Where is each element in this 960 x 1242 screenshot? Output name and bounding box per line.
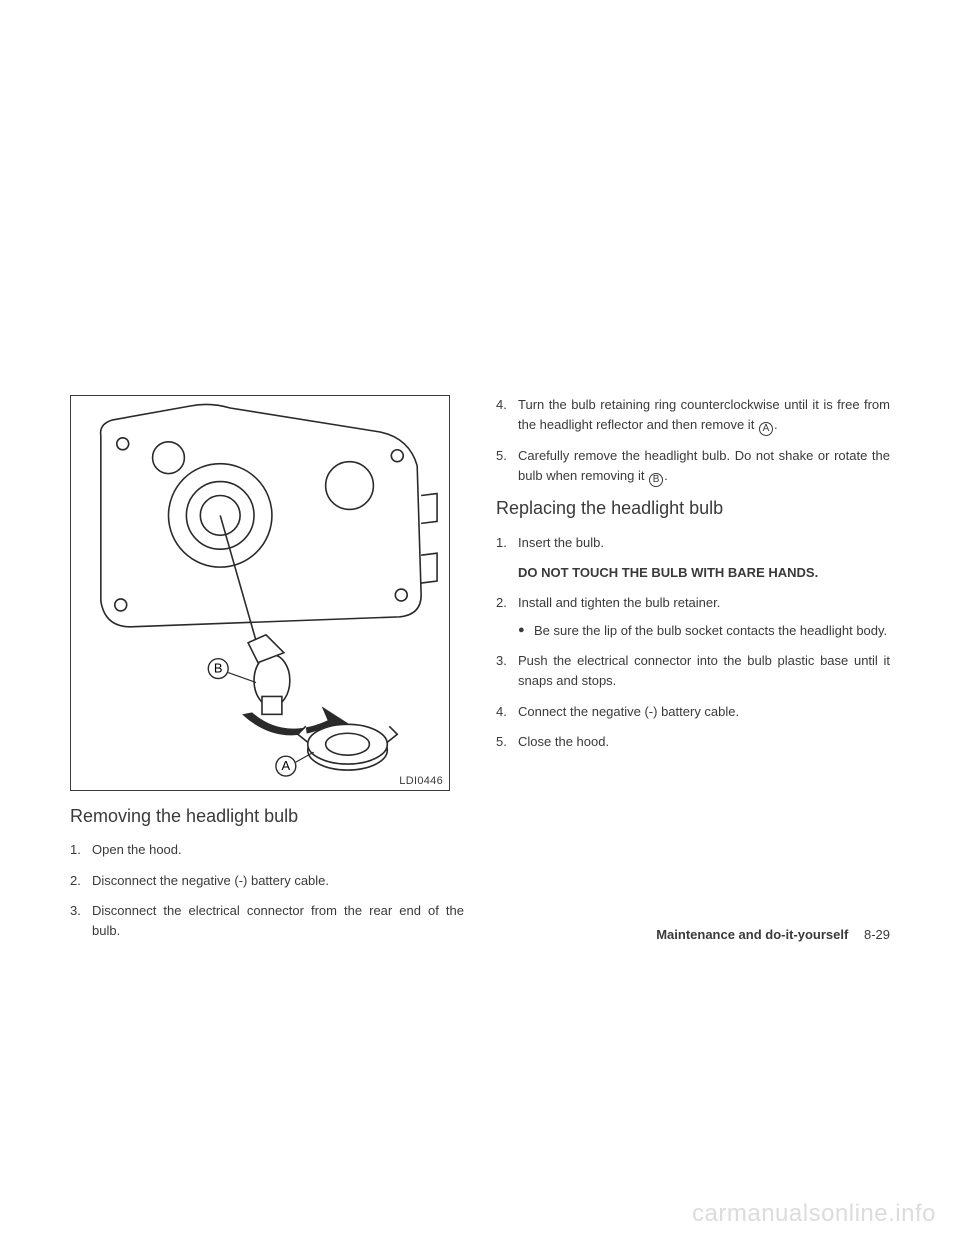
sub-bullet-list: ●Be sure the lip of the bulb socket cont… xyxy=(518,621,890,641)
bullet-icon: ● xyxy=(518,621,534,641)
diagram-svg: B A xyxy=(71,396,449,790)
warning-text: DO NOT TOUCH THE BULB WITH BARE HANDS. xyxy=(518,563,890,583)
list-item: 1.Open the hood. xyxy=(70,840,464,860)
diagram-label-a: A xyxy=(282,758,291,773)
section-name: Maintenance and do-it-yourself xyxy=(656,927,848,942)
figure-caption: LDI0446 xyxy=(399,775,443,787)
removing-steps-continued: 4. Turn the bulb retaining ring counterc… xyxy=(496,395,890,487)
page-footer: Maintenance and do-it-yourself 8-29 xyxy=(656,927,890,942)
right-column: 4. Turn the bulb retaining ring counterc… xyxy=(496,395,890,951)
circled-a-icon: A xyxy=(759,422,773,436)
list-item: 4.Connect the negative (-) battery cable… xyxy=(496,702,890,722)
list-item: 2.Disconnect the negative (-) battery ca… xyxy=(70,871,464,891)
list-item: 5.Close the hood. xyxy=(496,732,890,752)
replacing-steps: 1. Insert the bulb. DO NOT TOUCH THE BUL… xyxy=(496,533,890,752)
circled-b-icon: B xyxy=(649,473,663,487)
list-item: 3.Push the electrical connector into the… xyxy=(496,651,890,691)
list-item: 5. Carefully remove the headlight bulb. … xyxy=(496,446,890,487)
list-item: 4. Turn the bulb retaining ring counterc… xyxy=(496,395,890,436)
diagram-label-b: B xyxy=(214,661,223,676)
list-item: 2. Install and tighten the bulb retainer… xyxy=(496,593,890,641)
replacing-heading: Replacing the headlight bulb xyxy=(496,497,890,520)
sub-bullet-item: ●Be sure the lip of the bulb socket cont… xyxy=(518,621,890,641)
list-item: 3.Disconnect the electrical connector fr… xyxy=(70,901,464,941)
headlight-diagram: B A LDI0446 xyxy=(70,395,450,791)
two-column-layout: B A LDI0446 Removing the headlight bulb … xyxy=(70,395,890,951)
left-column: B A LDI0446 Removing the headlight bulb … xyxy=(70,395,464,951)
list-item: 1. Insert the bulb. DO NOT TOUCH THE BUL… xyxy=(496,533,890,583)
page-number: 8-29 xyxy=(864,927,890,942)
manual-page: B A LDI0446 Removing the headlight bulb … xyxy=(70,395,890,951)
removing-steps: 1.Open the hood. 2.Disconnect the negati… xyxy=(70,840,464,941)
removing-heading: Removing the headlight bulb xyxy=(70,805,464,828)
watermark: carmanualsonline.info xyxy=(692,1200,936,1228)
